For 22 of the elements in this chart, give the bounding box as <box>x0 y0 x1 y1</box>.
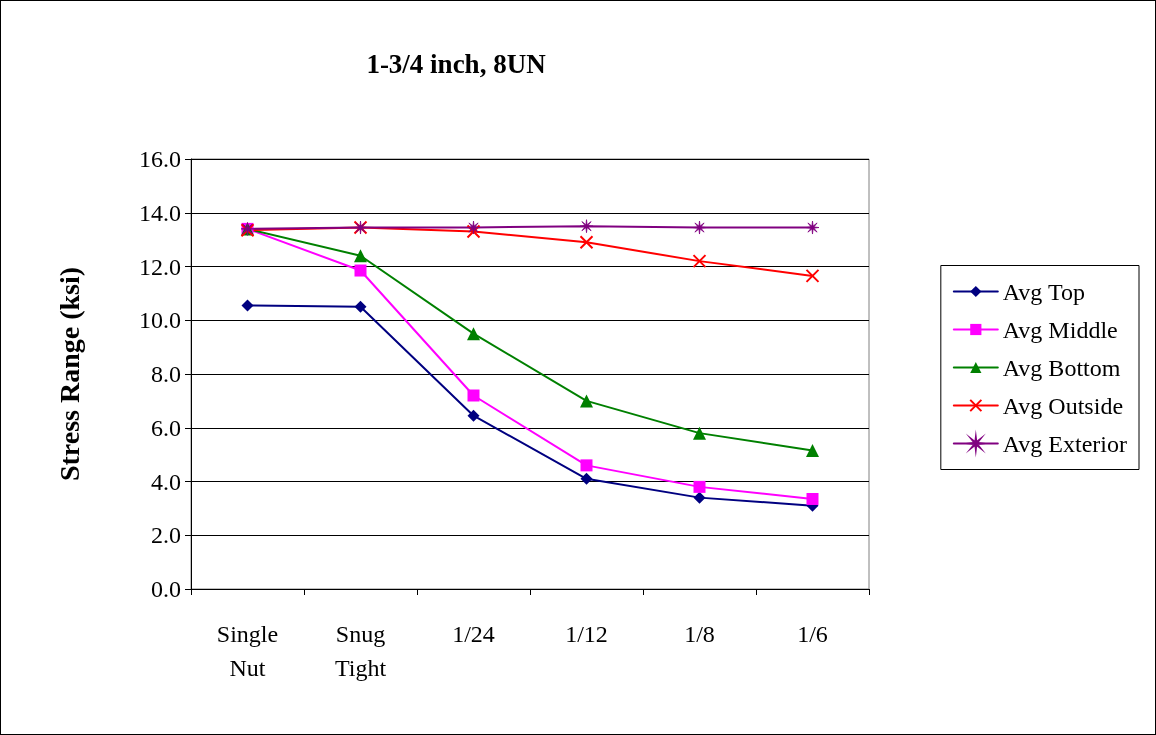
y-tick-label: 16.0 <box>139 146 181 172</box>
legend-label: Avg Top <box>1002 278 1085 305</box>
y-tick-label: 2.0 <box>151 522 181 549</box>
x-tick-label: 1/6 <box>797 621 828 647</box>
x-tick-label: Single Nut <box>216 621 279 681</box>
legend-label: Avg Outside <box>1002 392 1124 419</box>
chart-title: 1-3/4 inch, 8UN <box>366 48 547 79</box>
legend-label: Avg Exterior <box>1002 430 1128 457</box>
y-tick-label: 10.0 <box>139 307 181 334</box>
y-tick-label: 0.0 <box>151 576 181 602</box>
y-axis-title: Stress Range (ksi) <box>53 266 85 482</box>
y-tick-label: 12.0 <box>139 253 181 280</box>
x-tick-label: Snug Tight <box>334 621 387 681</box>
x-tick-label: 1/24 <box>452 621 495 647</box>
y-tick-label: 14.0 <box>139 199 181 226</box>
y-tick-label: 8.0 <box>151 361 181 387</box>
legend-label: Avg Bottom <box>1002 354 1121 381</box>
y-tick-label: 4.0 <box>151 468 181 495</box>
x-tick-label: 1/12 <box>565 621 608 647</box>
legend-label: Avg Middle <box>1002 316 1118 343</box>
y-tick-label: 6.0 <box>151 414 181 441</box>
x-tick-label: 1/8 <box>684 621 715 647</box>
